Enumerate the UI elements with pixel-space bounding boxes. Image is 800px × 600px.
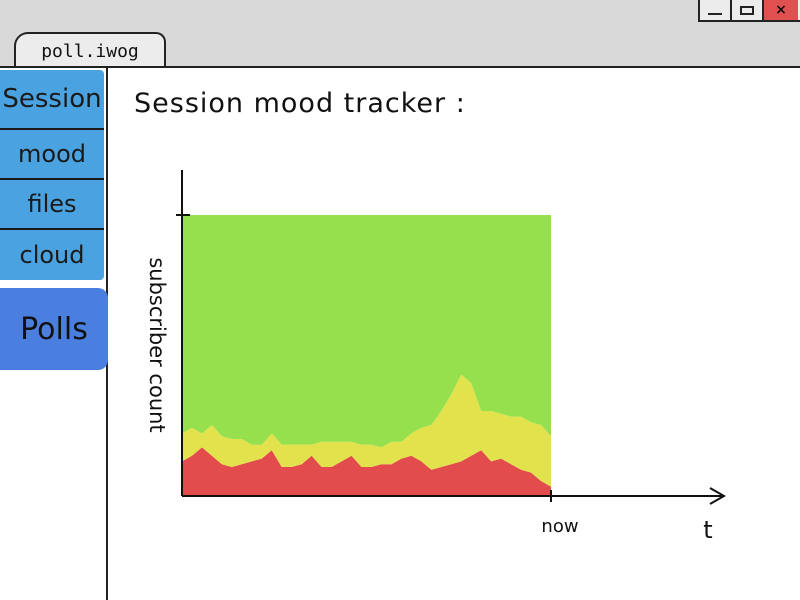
sidebar-item-session[interactable]: Session: [0, 70, 104, 130]
sidebar-item-label: cloud: [19, 241, 85, 269]
maximize-button[interactable]: [732, 0, 764, 20]
mood-chart: now t subscriber count: [145, 170, 727, 544]
x-axis-arrow: [709, 487, 727, 505]
close-button[interactable]: ×: [764, 0, 798, 20]
window-controls: ×: [698, 0, 800, 22]
tab-poll-iwog[interactable]: poll.iwog: [14, 32, 166, 68]
sidebar-item-cloud[interactable]: cloud: [0, 230, 104, 280]
sidebar-item-label: Session: [2, 84, 102, 114]
close-icon: ×: [775, 2, 787, 18]
tab-label: poll.iwog: [41, 40, 139, 62]
sidebar: Session mood files cloud Polls: [0, 70, 108, 370]
sidebar-nav: Session mood files cloud: [0, 70, 104, 280]
polls-button[interactable]: Polls: [0, 288, 108, 370]
x-tick-label-now: now: [541, 516, 578, 537]
page-title: Session mood tracker :: [134, 88, 466, 119]
y-axis-label: subscriber count: [145, 257, 169, 432]
polls-label: Polls: [20, 311, 88, 347]
chart-areas: [182, 215, 551, 495]
x-axis-label: t: [703, 516, 712, 544]
area-series-0: [182, 447, 551, 495]
maximize-icon: [740, 5, 754, 15]
sidebar-item-mood[interactable]: mood: [0, 130, 104, 180]
sidebar-item-files[interactable]: files: [0, 180, 104, 230]
minimize-button[interactable]: [700, 0, 732, 20]
area-series-1: [182, 374, 551, 487]
sidebar-item-label: files: [27, 190, 77, 218]
sidebar-item-label: mood: [18, 140, 86, 168]
minimize-icon: [708, 13, 722, 15]
area-series-2: [182, 215, 551, 448]
